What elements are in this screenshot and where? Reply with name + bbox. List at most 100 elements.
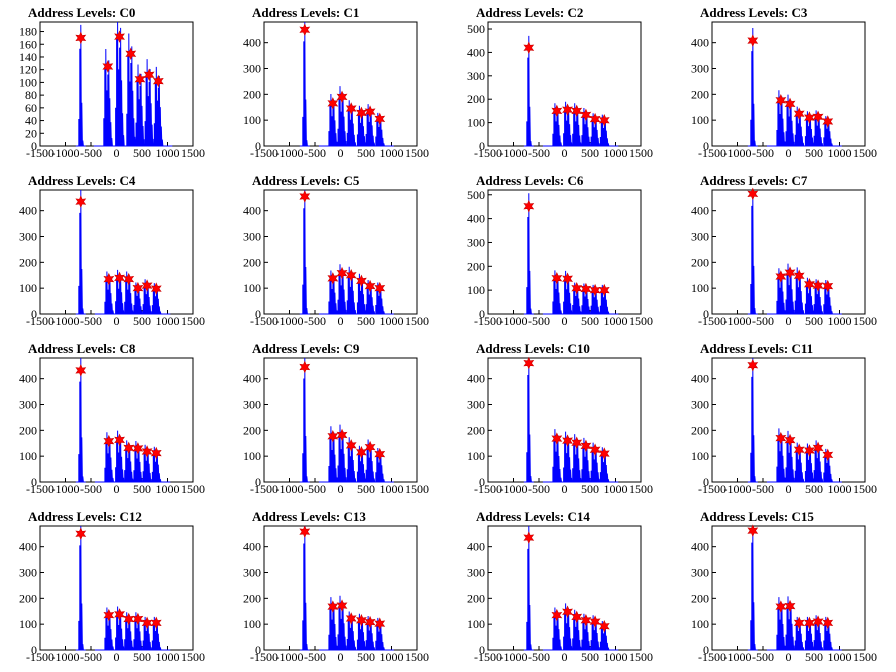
- histogram-spike: [299, 189, 310, 315]
- x-tick-label: 1000: [156, 650, 180, 664]
- peak-marker: [551, 271, 563, 285]
- x-tick-label: 0: [786, 482, 792, 496]
- x-tick-label: -1000: [276, 146, 304, 160]
- x-tick-label: -1000: [52, 146, 80, 160]
- y-tick-label: 400: [467, 540, 485, 554]
- panel-title: Address Levels: C14: [476, 509, 590, 524]
- x-tick-label: 0: [114, 482, 120, 496]
- y-tick-label: 100: [243, 113, 261, 127]
- peak-marker: [336, 266, 348, 280]
- histogram-spike: [747, 525, 758, 651]
- y-tick-label: 40: [25, 114, 37, 128]
- peak-group: [776, 94, 804, 147]
- x-tick-label: 1000: [604, 650, 628, 664]
- x-tick-label: -1500: [474, 482, 502, 496]
- peak-group: [75, 24, 87, 147]
- peak-marker: [102, 60, 114, 73]
- x-tick-label: 1500: [181, 314, 205, 328]
- panel-title: Address Levels: C8: [28, 341, 136, 356]
- x-tick-label: 500: [357, 482, 375, 496]
- x-tick-label: -500: [528, 482, 550, 496]
- peak-group: [123, 612, 152, 651]
- peak-marker: [345, 439, 357, 452]
- y-tick-label: 400: [243, 540, 261, 554]
- x-tick-label: 0: [114, 146, 120, 160]
- x-tick-label: 1000: [380, 146, 404, 160]
- y-tick-label: 100: [19, 281, 37, 295]
- x-tick-label: 0: [338, 314, 344, 328]
- x-tick-label: 1000: [828, 146, 852, 160]
- peak-marker: [364, 615, 376, 629]
- y-tick-label: 400: [691, 540, 709, 554]
- peak-group: [542, 103, 571, 147]
- peak-group: [133, 444, 162, 483]
- panel-title: Address Levels: C4: [28, 173, 136, 188]
- peak-group: [804, 279, 833, 315]
- x-tick-label: 0: [786, 650, 792, 664]
- peak-group: [795, 443, 824, 483]
- x-tick-label: 0: [562, 146, 568, 160]
- peak-group: [785, 616, 814, 651]
- peak-group: [523, 356, 535, 483]
- x-tick-label: -1000: [52, 482, 80, 496]
- histogram-panel: Address Levels: C13 0 100 200 300 400 -1500-10…: [243, 509, 429, 664]
- panel-title: Address Levels: C5: [252, 173, 360, 188]
- peak-marker: [134, 72, 146, 86]
- peak-group: [299, 357, 311, 483]
- y-tick-label: 300: [467, 398, 485, 412]
- peak-group: [93, 48, 122, 147]
- peak-marker: [598, 283, 610, 297]
- y-tick-label: 200: [19, 591, 37, 605]
- peak-marker: [356, 614, 367, 627]
- x-tick-label: 500: [133, 146, 151, 160]
- histogram-panel: Address Levels: C12 0 100 200 300 400 -1500-10…: [19, 509, 205, 664]
- x-tick-label: 500: [805, 650, 823, 664]
- peak-marker: [364, 105, 376, 118]
- peak-marker: [299, 190, 311, 203]
- y-tick-label: 160: [19, 37, 37, 51]
- x-tick-label: 0: [338, 482, 344, 496]
- peak-marker: [562, 605, 573, 619]
- y-tick-label: 200: [19, 255, 37, 269]
- peak-group: [105, 269, 134, 315]
- y-tick-label: 100: [243, 449, 261, 463]
- peak-marker: [114, 433, 125, 447]
- x-tick-label: 1000: [604, 482, 628, 496]
- histogram-spike: [523, 193, 534, 315]
- y-tick-label: 400: [243, 36, 261, 50]
- x-tick-label: 500: [357, 146, 375, 160]
- y-tick-label: 180: [19, 25, 37, 39]
- x-tick-label: 1500: [629, 314, 653, 328]
- peak-group: [553, 431, 582, 483]
- x-tick-label: -1000: [724, 650, 752, 664]
- y-tick-label: 140: [19, 50, 37, 64]
- peak-group: [365, 281, 394, 315]
- histogram-panel: Address Levels: C3 0 100 200 300 400 -1500-100…: [691, 5, 877, 160]
- y-tick-label: 100: [691, 113, 709, 127]
- peak-marker: [812, 615, 824, 628]
- peak-marker: [793, 616, 805, 630]
- peak-marker: [75, 527, 87, 540]
- panel-title: Address Levels: C10: [476, 341, 590, 356]
- peak-marker: [822, 279, 834, 293]
- peak-group: [590, 283, 619, 315]
- y-tick-label: 100: [19, 449, 37, 463]
- x-tick-label: 1500: [405, 482, 429, 496]
- histogram-spike: [747, 357, 758, 483]
- x-tick-label: -500: [752, 146, 774, 160]
- y-tick-label: 100: [691, 281, 709, 295]
- peak-marker: [580, 439, 592, 453]
- peak-marker: [775, 431, 787, 445]
- peak-marker: [364, 440, 376, 454]
- y-tick-label: 400: [19, 372, 37, 386]
- peak-group: [133, 279, 162, 315]
- x-tick-label: 500: [133, 314, 151, 328]
- x-tick-label: 0: [562, 482, 568, 496]
- peak-marker: [793, 107, 805, 120]
- peak-group: [337, 100, 366, 147]
- peak-group: [553, 603, 582, 651]
- peak-group: [804, 440, 833, 483]
- y-tick-label: 300: [19, 566, 37, 580]
- x-tick-label: -1500: [250, 650, 278, 664]
- peak-group: [328, 264, 356, 315]
